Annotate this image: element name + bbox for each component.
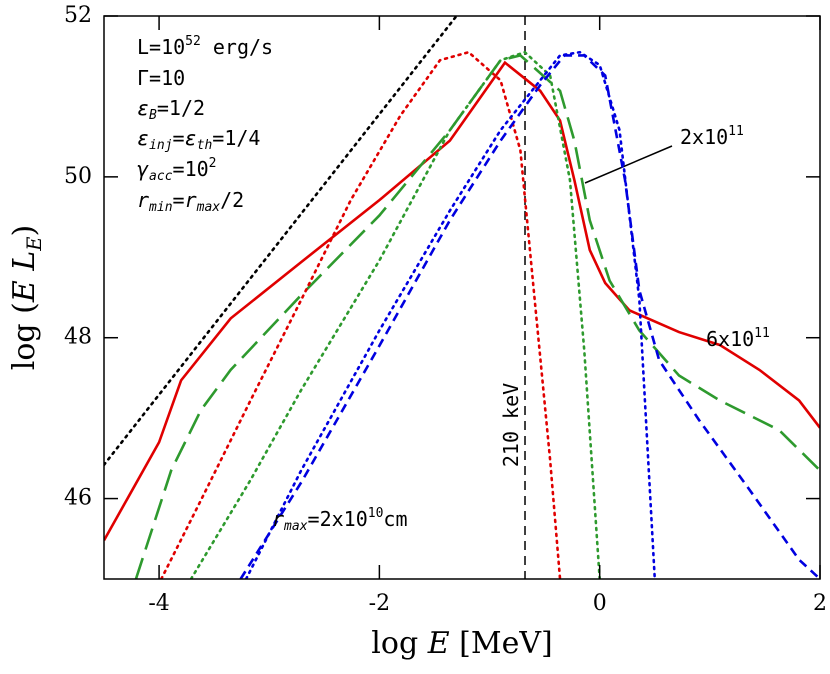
- text-part: max: [196, 200, 221, 215]
- text-part: r: [272, 507, 284, 531]
- x-tick-label: 0: [593, 591, 607, 616]
- series-line: [159, 50, 562, 579]
- text-part: L: [7, 251, 42, 272]
- text-part: erg/s: [201, 35, 273, 59]
- annotation: Γ=10: [137, 66, 185, 90]
- text-part: 11: [728, 124, 744, 139]
- annotation: εB=1/2: [137, 96, 205, 123]
- series-line: [244, 50, 657, 579]
- text-part: cm: [383, 507, 407, 531]
- text-part: L=10: [137, 35, 185, 59]
- text-part: 10: [368, 506, 384, 521]
- text-part: =2x10: [308, 507, 368, 531]
- annotation: γacc=102: [137, 156, 216, 184]
- text-part: E: [427, 626, 450, 661]
- y-tick-label: 50: [64, 164, 92, 189]
- text-part: γ: [137, 157, 149, 181]
- x-tick-label: -4: [148, 591, 169, 616]
- series-line: [104, 60, 820, 542]
- text-part: ): [7, 225, 42, 237]
- text-part: B: [149, 108, 157, 123]
- text-part: ε: [185, 126, 197, 150]
- annotation-pointer: [584, 145, 673, 184]
- text-part: =: [173, 126, 185, 150]
- annotation: 2x1011: [680, 124, 744, 149]
- text-part: Γ=10: [137, 66, 185, 90]
- text-part: 52: [185, 34, 201, 49]
- text-part: r: [185, 188, 197, 212]
- annotation: εinj=εth=1/4: [137, 126, 260, 153]
- annotation: rmin=rmax/2: [137, 188, 244, 215]
- annotation: L=1052 erg/s: [137, 34, 273, 59]
- y-tick-label: 46: [64, 486, 92, 511]
- annotation: 6x1011: [706, 326, 770, 351]
- annotation: rmax=2x1010cm: [272, 506, 408, 534]
- series-line: [239, 54, 820, 579]
- y-axis-label: log (E LE): [7, 225, 46, 370]
- annotation: 210 keV: [499, 383, 523, 467]
- text-part: 210 keV: [499, 383, 523, 467]
- plot-frame: [103, 15, 821, 580]
- text-part: 2x10: [680, 125, 728, 149]
- text-part: r: [137, 188, 149, 212]
- text-part: =10: [173, 157, 209, 181]
- y-tick-label: 48: [64, 325, 92, 350]
- text-part: log (: [7, 302, 42, 370]
- text-part: E: [23, 236, 46, 251]
- x-tick-label: -2: [369, 591, 390, 616]
- text-part: =1/2: [157, 96, 205, 120]
- text-part: ε: [137, 126, 149, 150]
- y-tick-label: 52: [64, 3, 92, 28]
- text-part: ε: [137, 96, 149, 120]
- text-part: inj: [149, 138, 172, 153]
- text-part: th: [197, 138, 213, 153]
- x-tick-label: 2: [813, 591, 827, 616]
- text-part: [MeV]: [450, 626, 553, 661]
- series-line: [134, 53, 820, 579]
- series-line: [189, 50, 601, 579]
- text-part: acc: [149, 169, 173, 184]
- text-part: min: [148, 200, 172, 215]
- x-axis-label: log E [MeV]: [371, 626, 552, 661]
- text-part: 6x10: [706, 327, 754, 351]
- text-part: =: [173, 188, 185, 212]
- text-part: max: [283, 519, 308, 534]
- text-part: 11: [754, 326, 770, 341]
- series-line: [104, 16, 458, 467]
- text-part: 2: [209, 156, 217, 171]
- text-part: =1/4: [212, 126, 260, 150]
- text-part: log: [371, 626, 427, 661]
- text-part: [7, 271, 42, 281]
- text-part: E: [7, 280, 42, 303]
- text-part: /2: [220, 188, 244, 212]
